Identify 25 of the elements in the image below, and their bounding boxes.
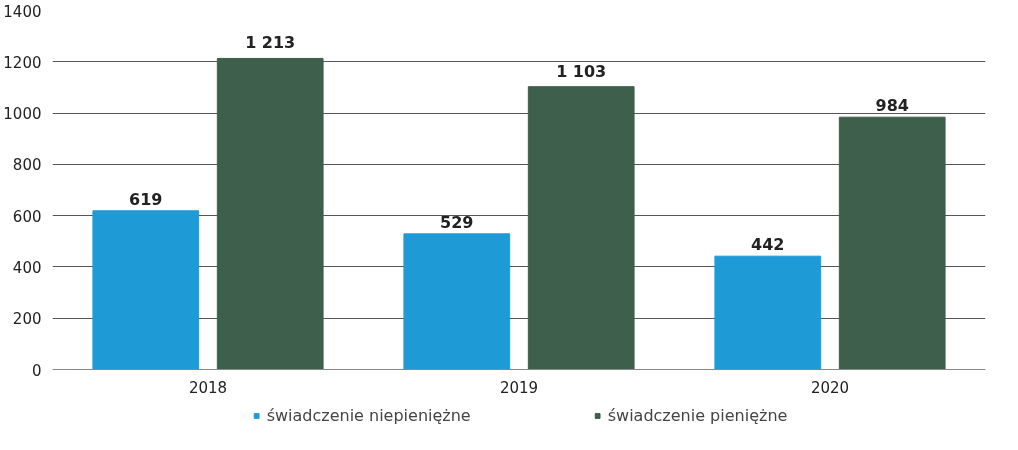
data-label: 984 bbox=[875, 96, 909, 116]
y-tick-label: 1000 bbox=[3, 105, 42, 124]
y-tick-label: 400 bbox=[12, 258, 42, 277]
y-tick-label: 1400 bbox=[3, 2, 42, 21]
y-tick-label: 200 bbox=[12, 310, 42, 329]
legend-label: świadczenie niepieniężne bbox=[266, 405, 471, 425]
y-tick-label: 0 bbox=[31, 361, 42, 380]
data-label: 1 213 bbox=[245, 33, 296, 53]
data-label: 619 bbox=[129, 189, 163, 209]
y-tick-label: 1200 bbox=[3, 53, 42, 72]
bar bbox=[216, 57, 324, 370]
y-tick-label: 800 bbox=[12, 156, 42, 175]
data-label: 442 bbox=[751, 235, 785, 255]
x-tick-label: 2020 bbox=[810, 378, 850, 397]
bar bbox=[527, 86, 635, 370]
bar bbox=[714, 255, 822, 370]
bar bbox=[92, 210, 200, 370]
legend-label: świadczenie pieniężne bbox=[607, 405, 788, 425]
x-tick-label: 2018 bbox=[188, 378, 228, 397]
bar bbox=[838, 116, 946, 370]
x-tick-label: 2019 bbox=[499, 378, 539, 397]
bar bbox=[403, 233, 511, 370]
data-label: 1 103 bbox=[556, 61, 607, 81]
y-tick-label: 600 bbox=[12, 207, 42, 226]
data-label: 529 bbox=[440, 212, 474, 232]
